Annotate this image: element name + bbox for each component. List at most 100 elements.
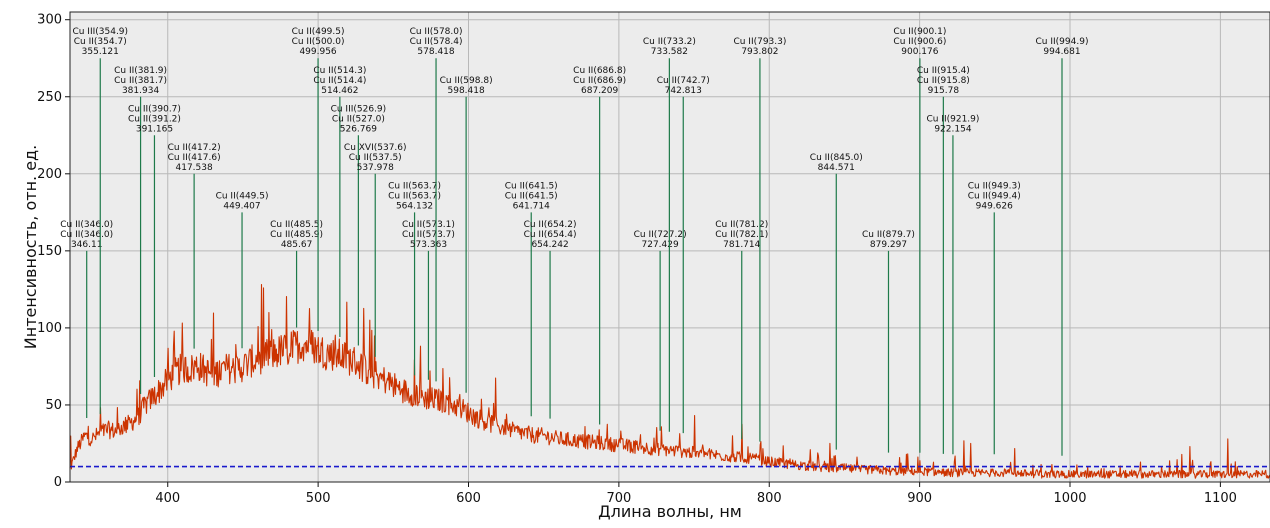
emission-line-label: 449.407: [223, 201, 260, 211]
emission-line-label: Cu II(417.6): [168, 153, 221, 163]
y-tick-labels: 0 50 100 150 200 250 300: [37, 13, 62, 490]
emission-line-label: 485.67: [281, 240, 313, 250]
emission-line-label: Cu II(391.2): [128, 114, 181, 124]
emission-line-label: 514.462: [321, 86, 358, 96]
emission-line-label: Cu II(949.4): [968, 191, 1021, 201]
emission-line-label: Cu II(346.0): [60, 220, 113, 230]
emission-line-label: 381.934: [122, 86, 159, 96]
emission-line-label: Cu II(994.9): [1036, 37, 1089, 47]
emission-line-label: 654.242: [531, 240, 568, 250]
emission-line-label: Cu II(381.7): [114, 76, 167, 86]
emission-line-label: Cu II(949.3): [968, 181, 1021, 191]
emission-line-label: Cu II(563.7): [388, 181, 441, 191]
emission-line-label: 879.297: [870, 240, 907, 250]
emission-line-label: Cu II(354.7): [74, 37, 127, 47]
y-tick-label: 250: [37, 90, 62, 105]
emission-line-label: Cu II(845.0): [810, 153, 863, 163]
axes: [69, 11, 1270, 483]
emission-line-label: 417.538: [176, 163, 213, 173]
emission-line-label: Cu II(563.7): [388, 191, 441, 201]
emission-line-label: 727.429: [642, 240, 679, 250]
emission-line-label: Cu II(781.2): [715, 220, 768, 230]
emission-line-label: Cu II(499.5): [292, 27, 345, 37]
y-tick-label: 50: [45, 398, 62, 413]
emission-line-label: Cu III(526.9): [331, 104, 387, 114]
emission-line-label: Cu II(417.2): [168, 143, 221, 153]
x-tick-label: 1000: [1053, 491, 1086, 506]
emission-line-label: Cu II(449.5): [216, 191, 269, 201]
y-tick-label: 200: [37, 167, 62, 182]
emission-line-label: Cu II(742.7): [657, 76, 710, 86]
emission-line-label: Cu II(900.6): [893, 37, 946, 47]
emission-line-label: 687.209: [581, 86, 618, 96]
emission-line-label: 733.582: [651, 47, 688, 57]
emission-line-label: Cu II(782.1): [715, 230, 768, 240]
x-tick-label: 900: [907, 491, 932, 506]
emission-line-label: Cu II(500.0): [292, 37, 345, 47]
emission-line-label: 781.714: [723, 240, 760, 250]
emission-line-label: Cu II(686.9): [573, 76, 626, 86]
emission-line-label: 391.165: [136, 124, 173, 134]
emission-line-label: 573.363: [410, 240, 447, 250]
plot-frame: [69, 11, 1270, 483]
emission-line-label: Cu II(793.3): [733, 37, 786, 47]
emission-line-label: 900.176: [901, 47, 938, 57]
emission-line-label: 641.714: [513, 201, 550, 211]
emission-line-label: Cu II(527.0): [332, 114, 385, 124]
emission-line-label: Cu II(879.7): [862, 230, 915, 240]
emission-line-label: 994.681: [1043, 47, 1080, 57]
emission-line-label: Cu II(578.0): [410, 27, 463, 37]
emission-line-label: Cu II(654.4): [524, 230, 577, 240]
emission-line-label: Cu II(390.7): [128, 104, 181, 114]
emission-line-label: Cu II(573.1): [402, 220, 455, 230]
emission-line-label: 949.626: [976, 201, 1013, 211]
emission-line-label: 564.132: [396, 201, 433, 211]
emission-line-label: Cu II(598.8): [440, 76, 493, 86]
x-tick-label: 800: [757, 491, 782, 506]
emission-line-label: Cu II(537.5): [349, 153, 402, 163]
y-tick-label: 150: [37, 244, 62, 259]
emission-line-label: Cu II(733.2): [643, 37, 696, 47]
x-tick-label: 400: [155, 491, 180, 506]
emission-line-label: Cu II(485.5): [270, 220, 323, 230]
x-axis-label: Длина волны, нм: [598, 502, 742, 521]
emission-line-label: 537.978: [357, 163, 394, 173]
emission-line-label: 526.769: [340, 124, 377, 134]
emission-line-label: Cu II(641.5): [505, 191, 558, 201]
spectrum-layer: [69, 284, 1270, 479]
emission-line-label: 346.11: [71, 240, 103, 250]
emission-line-label: Cu II(915.4): [917, 66, 970, 76]
x-tick-label: 1100: [1204, 491, 1237, 506]
y-tick-label: 300: [37, 13, 62, 28]
emission-line-label: Cu III(354.9): [72, 27, 128, 37]
emission-line-label: 355.121: [82, 47, 119, 57]
x-tick-labels: 400 500 600 700 800 900 1000 1100: [155, 491, 1237, 506]
emission-line-label: Cu II(921.9): [926, 114, 979, 124]
emission-line-label: 742.813: [665, 86, 702, 96]
emission-line-label: Cu II(686.8): [573, 66, 626, 76]
emission-line-label: Cu II(727.2): [634, 230, 687, 240]
emission-line-label: Cu II(381.9): [114, 66, 167, 76]
emission-line-label: Cu XVI(537.6): [344, 143, 407, 153]
emission-line-label: Cu II(578.4): [410, 37, 463, 47]
y-tick-label: 100: [37, 321, 62, 336]
emission-line-label: 915.78: [928, 86, 960, 96]
emission-line-label: Cu II(514.4): [313, 76, 366, 86]
emission-line-label: Cu II(573.7): [402, 230, 455, 240]
x-tick-label: 700: [606, 491, 631, 506]
emission-line-label: 578.418: [417, 47, 454, 57]
emission-line-label: Cu II(485.9): [270, 230, 323, 240]
y-tick-label: 0: [54, 475, 62, 490]
emission-line-label: 844.571: [818, 163, 855, 173]
emission-line-label: Cu II(915.8): [917, 76, 970, 86]
emission-line-label: 793.802: [741, 47, 778, 57]
emission-line-label: Cu II(514.3): [313, 66, 366, 76]
x-tick-label: 500: [306, 491, 331, 506]
emission-line-label: Cu II(346.0): [60, 230, 113, 240]
y-axis-label: Интенсивность, отн. ед.: [21, 145, 40, 349]
emission-line-label: 922.154: [934, 124, 971, 134]
emission-line-label: Cu II(900.1): [893, 27, 946, 37]
